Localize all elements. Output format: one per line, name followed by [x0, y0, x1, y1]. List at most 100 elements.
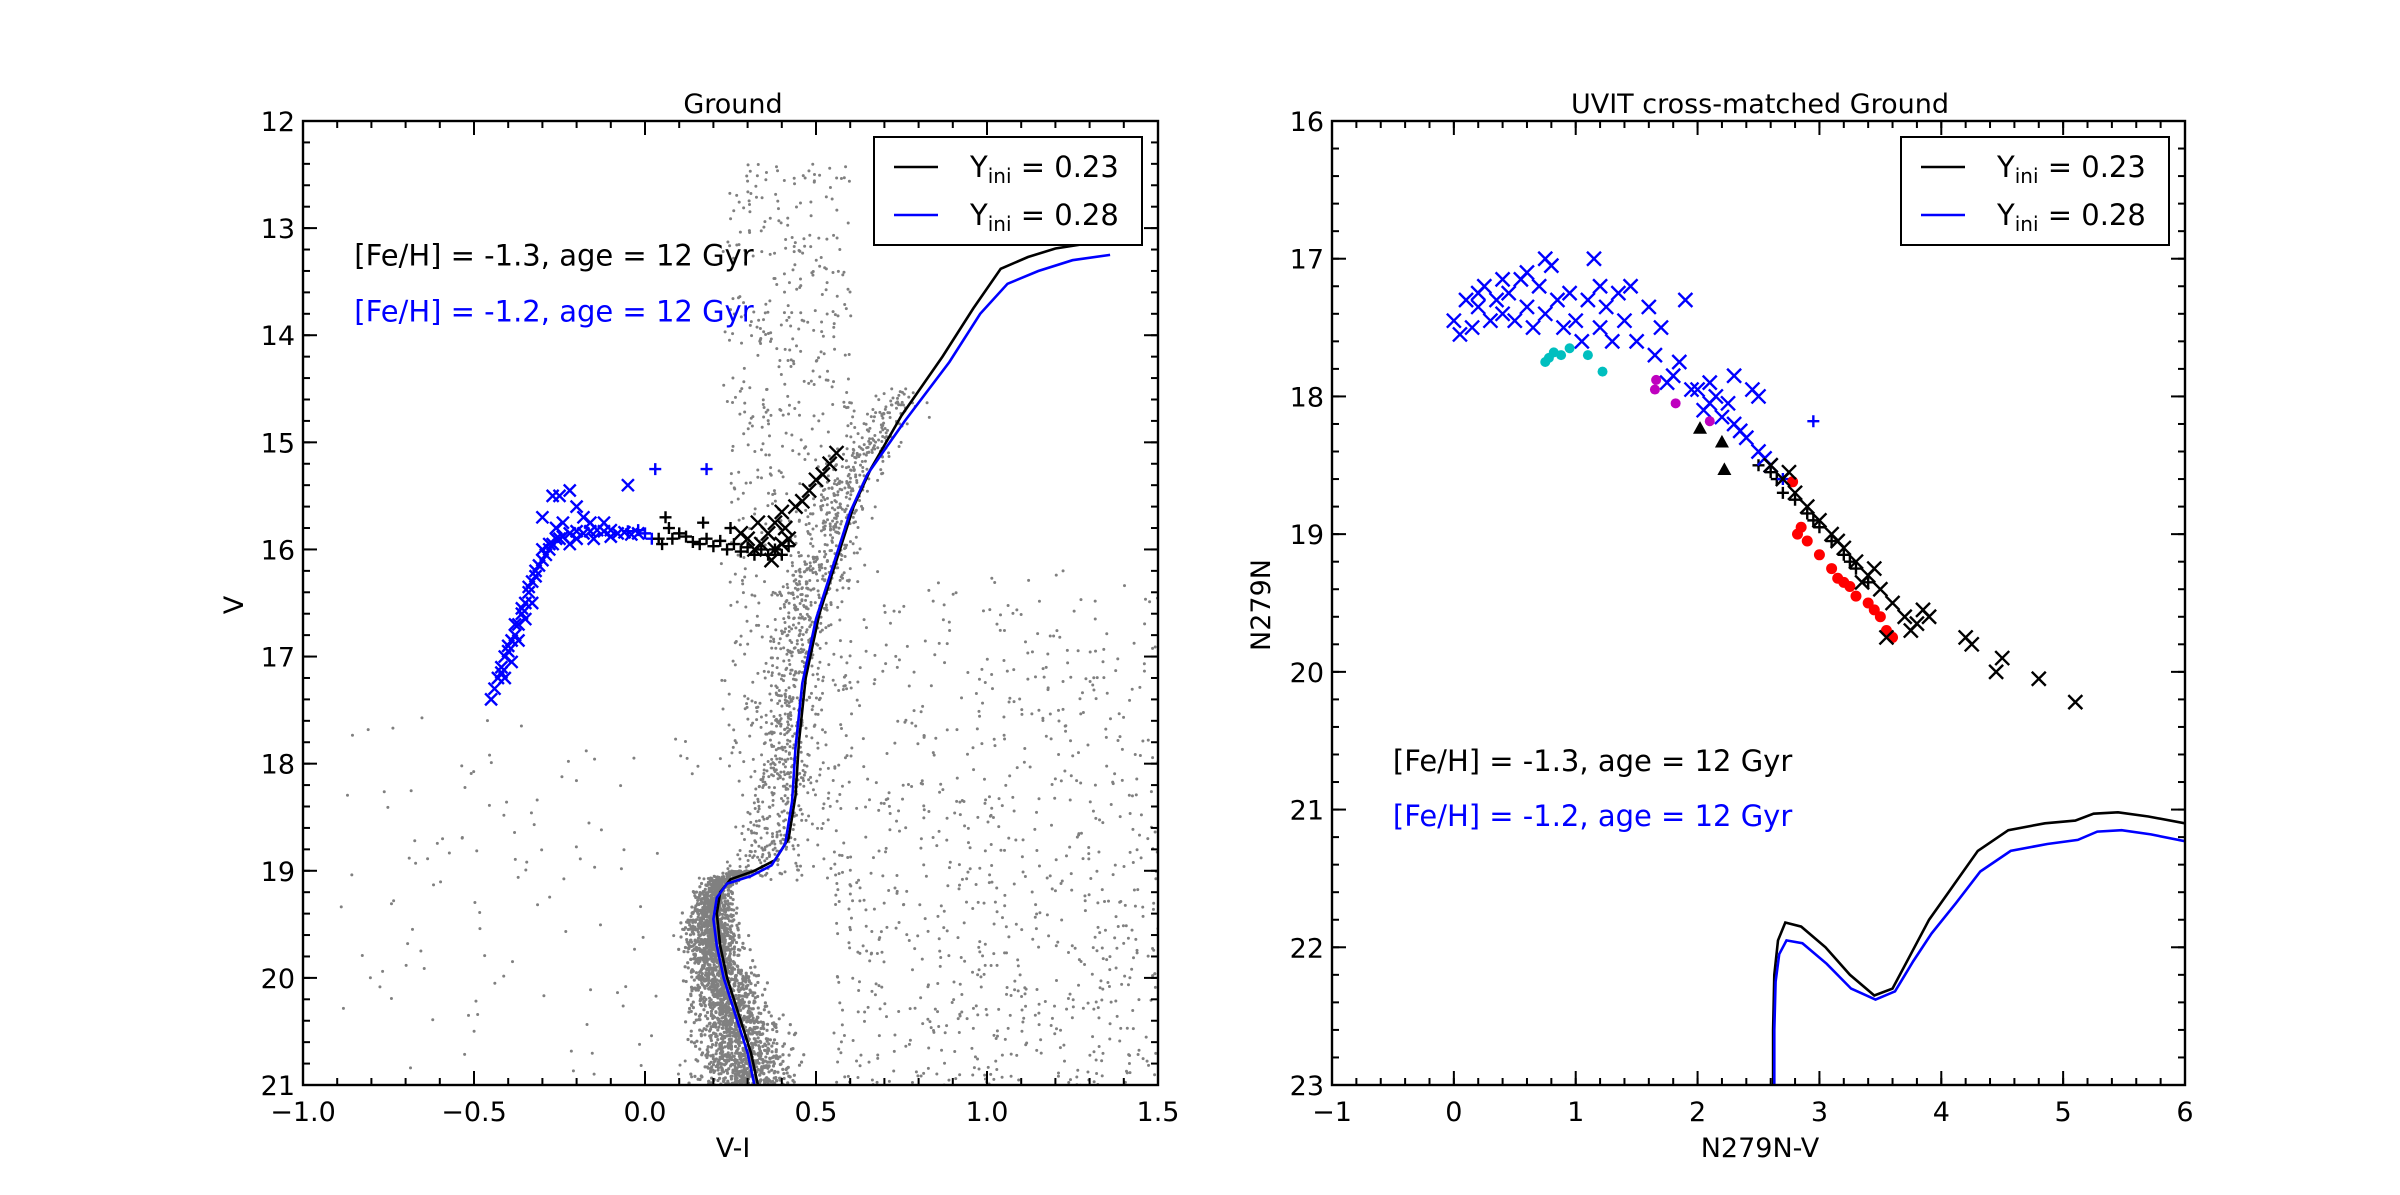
field-star	[1146, 837, 1150, 841]
field-star	[828, 549, 832, 553]
field-star	[821, 691, 825, 695]
field-star	[784, 1092, 787, 1095]
field-star	[753, 449, 757, 453]
field-star	[783, 712, 787, 716]
field-star	[785, 703, 789, 707]
field-star	[753, 996, 757, 1000]
field-star	[828, 524, 832, 528]
field-star	[753, 1087, 756, 1090]
field-star	[792, 244, 796, 248]
field-star	[756, 1067, 760, 1072]
field-star	[794, 581, 798, 585]
field-star	[979, 975, 983, 979]
field-star	[727, 692, 731, 696]
field-star	[888, 811, 892, 815]
field-star	[999, 848, 1003, 852]
field-star	[821, 761, 825, 765]
field-star	[845, 754, 849, 758]
field-star	[775, 347, 779, 351]
field-star	[757, 1093, 760, 1096]
field-star	[768, 252, 772, 256]
field-star	[774, 1088, 777, 1091]
field-star	[790, 564, 794, 568]
field-star	[880, 950, 884, 954]
field-star	[812, 414, 816, 418]
field-star	[718, 1003, 723, 1008]
field-star	[1049, 737, 1053, 741]
field-star	[798, 482, 802, 486]
field-star	[798, 782, 802, 786]
field-star	[823, 555, 827, 559]
field-star	[1115, 1014, 1119, 1018]
field-star	[799, 311, 803, 315]
field-star	[1049, 1023, 1053, 1027]
field-star	[863, 459, 867, 463]
field-star	[760, 448, 764, 452]
field-star	[800, 638, 804, 642]
field-star	[856, 432, 860, 436]
field-star	[811, 527, 815, 531]
field-star	[694, 939, 698, 943]
field-star	[861, 737, 865, 741]
field-star	[1078, 697, 1082, 701]
field-star	[1077, 833, 1081, 837]
field-star	[795, 864, 799, 868]
field-star	[708, 1029, 712, 1033]
field-star	[699, 911, 704, 915]
field-star	[704, 1014, 708, 1018]
field-star	[726, 892, 731, 896]
field-star	[755, 623, 759, 627]
field-star	[741, 974, 745, 978]
field-star	[764, 661, 768, 665]
field-star	[959, 955, 963, 959]
field-star	[686, 998, 690, 1002]
field-star	[1106, 899, 1110, 903]
field-star	[743, 694, 747, 698]
field-star	[849, 468, 853, 472]
field-star	[786, 771, 790, 775]
field-star	[802, 1053, 806, 1057]
field-star	[819, 621, 823, 625]
field-star	[726, 961, 730, 966]
y-axis-label: V	[219, 595, 250, 614]
field-star	[732, 1088, 735, 1091]
field-star	[798, 864, 802, 868]
field-star	[778, 694, 782, 698]
field-star	[781, 585, 785, 589]
field-star	[796, 607, 800, 611]
field-star	[730, 1090, 733, 1093]
field-star	[758, 339, 762, 343]
field-star	[743, 652, 747, 656]
field-star	[785, 801, 789, 805]
field-star	[1092, 1080, 1096, 1084]
field-star	[758, 327, 762, 331]
field-star	[801, 650, 805, 654]
field-star	[726, 1079, 730, 1083]
field-star	[703, 924, 707, 928]
field-star	[886, 428, 890, 432]
field-star	[840, 1023, 844, 1027]
field-star	[837, 872, 841, 876]
field-star	[767, 1070, 771, 1074]
field-star	[864, 908, 868, 912]
field-star	[693, 1044, 698, 1048]
field-star	[931, 835, 935, 839]
field-star	[843, 302, 847, 306]
field-star	[841, 687, 845, 691]
field-star	[835, 1080, 839, 1084]
field-star	[829, 603, 833, 607]
field-star	[919, 1074, 923, 1078]
field-star	[867, 1060, 871, 1064]
field-star	[1116, 657, 1120, 661]
field-star	[958, 982, 962, 986]
field-star	[729, 930, 733, 934]
field-star	[826, 766, 830, 770]
field-star	[764, 1037, 768, 1041]
field-star	[729, 1064, 733, 1068]
field-star	[847, 941, 851, 945]
field-star	[748, 527, 752, 531]
field-star	[836, 493, 840, 497]
field-star	[848, 567, 852, 571]
field-star	[998, 613, 1002, 617]
field-star	[836, 932, 840, 936]
